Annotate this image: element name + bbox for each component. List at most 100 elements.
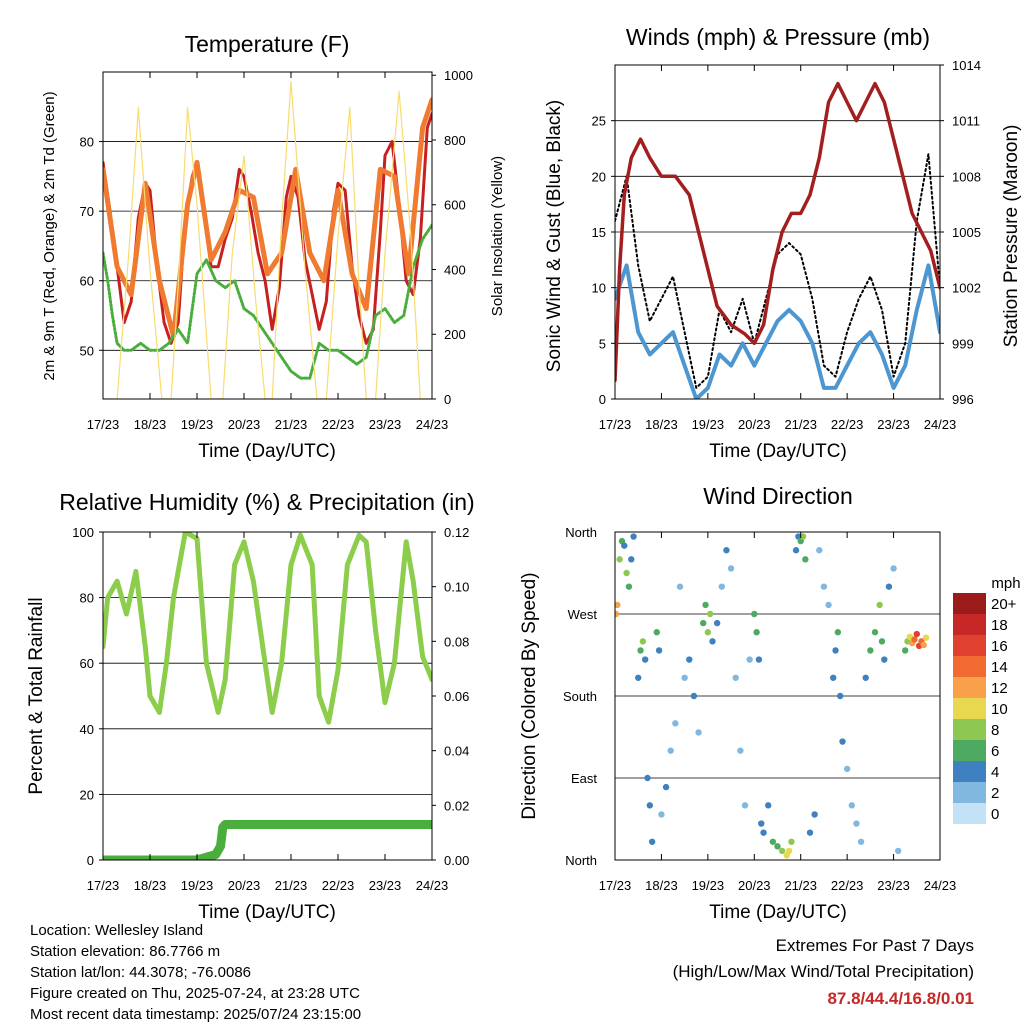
direction-point: [695, 729, 702, 736]
x-tick-label: 21/23: [275, 878, 308, 893]
direction-point: [723, 547, 730, 554]
direction-point: [655, 647, 663, 654]
direction-point: [878, 638, 886, 645]
direction-point: [848, 802, 855, 809]
x-tick-label: 17/23: [87, 878, 120, 893]
x-tick-label: 17/23: [599, 417, 632, 432]
legend-swatch: [953, 698, 986, 719]
info-created: Figure created on Thu, 2025-07-24, at 23…: [30, 985, 360, 1002]
direction-point: [806, 829, 814, 836]
legend-label: 6: [991, 743, 999, 760]
direction-point: [623, 569, 630, 577]
direction-point: [920, 641, 927, 649]
x-tick-label: 20/23: [738, 878, 771, 893]
x-tick-label: 23/23: [877, 417, 910, 432]
chart-title: Wind Direction: [703, 483, 853, 509]
legend-swatch: [953, 782, 986, 803]
direction-point: [901, 647, 909, 654]
legend-swatch: [953, 803, 986, 824]
x-tick-label: 17/23: [599, 878, 632, 893]
direction-point: [718, 583, 725, 590]
legend-label: 12: [991, 680, 1008, 697]
direction-point: [713, 619, 721, 627]
legend-title: mph: [991, 575, 1020, 592]
info-recent: Most recent data timestamp: 2025/07/24 2…: [30, 1006, 362, 1023]
legend-label: 14: [991, 659, 1008, 676]
chart-title: Winds (mph) & Pressure (mb): [626, 24, 930, 50]
x-tick-label: 20/23: [228, 878, 261, 893]
y-axis-label: Direction (Colored By Speed): [519, 572, 540, 819]
x-tick-label: 23/23: [369, 417, 402, 432]
direction-point: [753, 629, 760, 636]
direction-point: [839, 738, 846, 745]
y-tick-label: 20: [80, 787, 94, 802]
info-latlon: Station lat/lon: 44.3078; -76.0086: [30, 964, 252, 981]
legend-swatch: [953, 740, 986, 761]
y2-tick-label: 0.10: [444, 580, 469, 595]
legend-label: 18: [991, 617, 1008, 634]
legend-label: 2: [991, 785, 999, 802]
x-tick-label: 20/23: [738, 417, 771, 432]
direction-point: [681, 674, 688, 681]
direction-point: [621, 542, 628, 549]
y2-axis-label: Solar Insolation (Yellow): [489, 156, 506, 316]
series-line-pressure_maroon: [615, 81, 940, 383]
direction-point: [628, 556, 635, 563]
direction-point: [732, 674, 739, 681]
x-tick-label: 24/23: [416, 417, 449, 432]
extremes-values: 87.8/44.4/16.8/0.01: [827, 989, 974, 1008]
plot-area: [615, 533, 930, 859]
direction-point: [906, 633, 914, 640]
direction-point: [792, 547, 800, 554]
series-line-wind_blue: [615, 263, 940, 399]
y-tick-label: North: [565, 853, 597, 868]
y2-tick-label: 0: [444, 392, 451, 407]
direction-point: [646, 802, 654, 809]
direction-point: [702, 601, 709, 609]
y2-tick-label: 0.04: [444, 744, 469, 759]
direction-point: [690, 692, 698, 700]
legend-swatch: [953, 593, 986, 614]
y-tick-label: 0: [87, 853, 94, 868]
y2-tick-label: 999: [952, 336, 974, 351]
legend-label: 4: [991, 764, 999, 781]
direction-point: [653, 629, 660, 636]
direction-point: [785, 847, 793, 855]
legend-label: 20+: [991, 596, 1017, 613]
x-axis-label: Time (Day/UTC): [198, 441, 336, 462]
y-axis-label: Sonic Wind & Gust (Blue, Black): [544, 100, 565, 372]
y-tick-label: 60: [80, 274, 94, 289]
direction-point: [751, 610, 758, 618]
x-tick-label: 21/23: [784, 878, 817, 893]
x-tick-label: 23/23: [877, 878, 910, 893]
y-tick-label: 5: [599, 336, 606, 351]
direction-point: [820, 583, 828, 590]
direction-point: [911, 636, 918, 643]
y2-tick-label: 0.00: [444, 853, 469, 868]
direction-point: [615, 610, 620, 618]
direction-point: [630, 533, 637, 540]
direction-point: [832, 647, 839, 654]
panel-winds: 17/23 18/23 19/23 20/23 21/23 22/23 23/23 24/23…: [544, 24, 1022, 462]
chart-title: Temperature (F): [185, 31, 350, 57]
panel-direction: 17/23 18/23 19/23 20/23 21/23 22/23 23/23 24/23…: [519, 483, 1021, 923]
y-tick-label: 70: [80, 204, 94, 219]
y-tick-label: 20: [592, 169, 606, 184]
y-tick-label: West: [568, 607, 598, 622]
direction-point: [741, 802, 749, 809]
direction-point: [836, 692, 844, 700]
x-tick-label: 22/23: [322, 878, 355, 893]
x-tick-label: 22/23: [831, 878, 864, 893]
direction-point: [834, 629, 842, 636]
y-tick-label: 15: [592, 225, 606, 240]
y2-tick-label: 1011: [952, 114, 980, 129]
direction-point: [890, 565, 897, 572]
y2-tick-label: 0.08: [444, 634, 469, 649]
y2-tick-label: 1008: [952, 169, 981, 184]
direction-point: [830, 674, 837, 681]
y-axis-label: 2m & 9m T (Red, Orange) & 2m Td (Green): [41, 91, 58, 380]
y2-axis-label: Station Pressure (Maroon): [1001, 125, 1022, 348]
direction-point: [662, 783, 670, 791]
y-tick-label: 10: [592, 281, 606, 296]
direction-point: [667, 747, 674, 754]
